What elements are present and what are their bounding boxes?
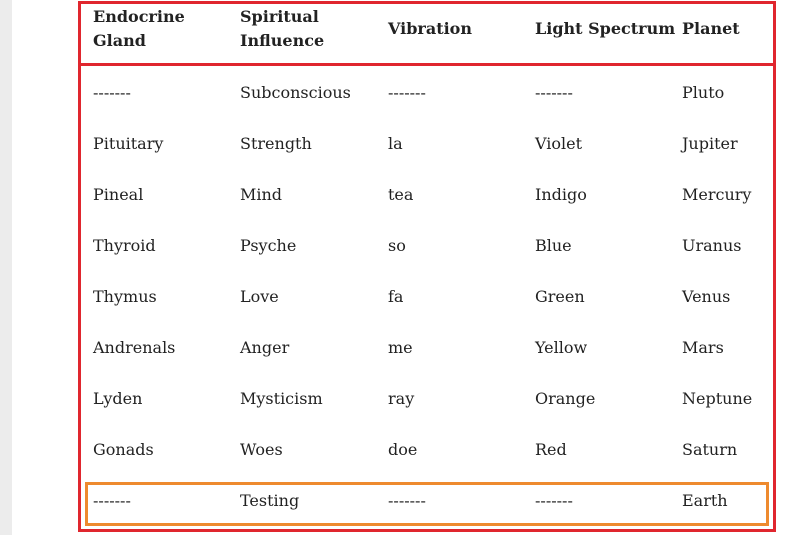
- table-cell: Woes: [240, 440, 283, 459]
- table-cell: -------: [388, 491, 426, 510]
- table-cell: -------: [388, 83, 426, 102]
- table-cell: Mercury: [682, 185, 752, 204]
- header-cell: Vibration: [388, 19, 472, 38]
- table-cell: Thyroid: [93, 236, 156, 255]
- table-cell: Violet: [535, 134, 583, 153]
- table-cell: la: [388, 134, 403, 153]
- table-cell: Venus: [682, 287, 731, 306]
- table-cell: Jupiter: [682, 134, 738, 153]
- table-cell: Mysticism: [240, 389, 323, 408]
- table-cell: Love: [240, 287, 279, 306]
- table-cell: me: [388, 338, 413, 357]
- table-cell: Gonads: [93, 440, 154, 459]
- table-cell: tea: [388, 185, 414, 204]
- table-cell: Red: [535, 440, 567, 459]
- table-cell: so: [388, 236, 406, 255]
- header-cell: Endocrine Gland: [93, 7, 185, 50]
- header-cell: Spiritual Influence: [240, 7, 325, 50]
- table-cell: -------: [93, 491, 131, 510]
- table-cell: Thymus: [93, 287, 157, 306]
- table-cell: Yellow: [535, 338, 588, 357]
- table-cell: Pituitary: [93, 134, 164, 153]
- table-cell: Orange: [535, 389, 596, 408]
- table-cell: Andrenals: [93, 338, 176, 357]
- table-cell: Lyden: [93, 389, 143, 408]
- header-border: [80, 3, 774, 66]
- table-cell: fa: [388, 287, 404, 306]
- table-cell: Subconscious: [240, 83, 351, 102]
- table-cell: -------: [535, 491, 573, 510]
- table-cell: doe: [388, 440, 418, 459]
- table-cell: -------: [93, 83, 131, 102]
- table-cell: Pineal: [93, 185, 144, 204]
- table-cell: Pluto: [682, 83, 725, 102]
- table-cell: Uranus: [682, 236, 742, 255]
- table-cell: Mars: [682, 338, 724, 357]
- table-border: [78, 1, 776, 532]
- table-cell: Mind: [240, 185, 283, 204]
- table-cell: Testing: [240, 491, 300, 510]
- highlight-row: [85, 482, 769, 526]
- table-cell: -------: [535, 83, 573, 102]
- table-cell: Strength: [240, 134, 312, 153]
- table-cell: Indigo: [535, 185, 587, 204]
- table-cell: Saturn: [682, 440, 738, 459]
- table-cell: ray: [388, 389, 415, 408]
- table-cell: Earth: [682, 491, 728, 510]
- header-cell: Planet: [682, 19, 740, 38]
- side-strip: [0, 0, 12, 535]
- table-cell: Psyche: [240, 236, 297, 255]
- table-cell: Anger: [240, 338, 290, 357]
- table-cell: Neptune: [682, 389, 753, 408]
- table-cell: Blue: [535, 236, 572, 255]
- header-cell: Light Spectrum: [535, 19, 676, 38]
- table-cell: Green: [535, 287, 585, 306]
